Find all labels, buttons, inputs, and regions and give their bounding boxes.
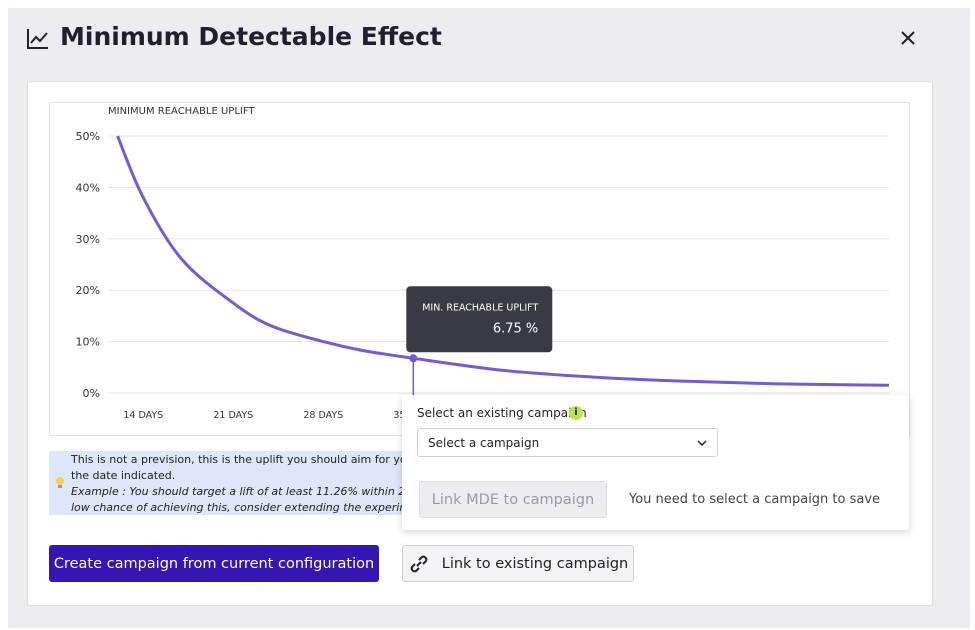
tooltip-title: MIN. REACHABLE UPLIFT [422,302,538,313]
uplift-line [116,135,890,387]
tooltip [406,286,553,353]
chevron [697,440,707,447]
y-tick-label: 20% [76,284,100,297]
info-box: This is not a prevision, this is the upl… [49,451,409,515]
chart: MINIMUM REACHABLE UPLIFT 0% 10% 20% 30% 40% 50… [49,102,910,436]
y-tick-label: 50% [76,130,100,143]
y-tick-label: 40% [76,181,100,194]
y-axis-label: MINIMUM REACHABLE UPLIFT [108,106,255,117]
link-icon [410,555,428,572]
campaign-select[interactable]: Select a campaign [417,428,718,457]
x-tick-label: 28 DAYS [303,410,343,421]
y-tick-label: 0% [83,387,100,400]
info-example: low chance of achieving this, consider e… [71,501,409,514]
y-tick-label: 10% [76,336,100,349]
x-tick-label: 21 DAYS [213,410,253,421]
modal-title: Minimum Detectable Effect [60,22,442,51]
bulb-icon [56,477,64,488]
close-button[interactable] [899,29,917,47]
x-tick-label: 14 DAYS [123,410,163,421]
chart-icon [27,29,48,49]
popup: Select an existing campaign i Select a c… [402,395,909,530]
popup-label: Select an existing campaign [417,406,587,420]
info-example: Example : You should target a lift of at… [71,485,409,498]
tooltip-value: 6.75 % [493,321,538,336]
info-text: This is not a prevision, this is the upl… [71,453,409,466]
create-button[interactable]: Create campaign from current configurati… [49,545,379,582]
y-tick-label: 30% [76,233,100,246]
link-button[interactable]: Link to existing campaign [402,545,634,582]
link-mde-button[interactable]: Link MDE to campaign [419,481,607,518]
select-placeholder: Select a campaign [428,436,540,450]
info-icon[interactable]: i [569,406,583,420]
hover-point [409,354,418,363]
info-text: the date indicated. [71,469,176,482]
popup-hint: You need to select a campaign to save [629,492,881,507]
link-label: Link to existing campaign [441,555,629,572]
